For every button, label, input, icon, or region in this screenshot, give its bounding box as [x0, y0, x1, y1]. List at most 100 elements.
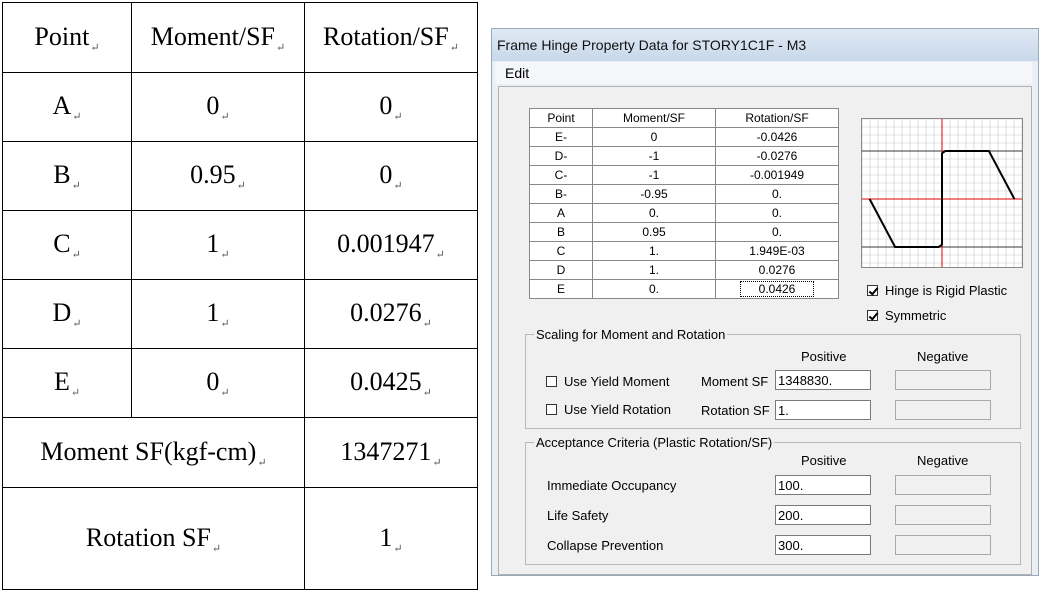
dialog-client: Point Moment/SF Rotation/SF E- 0 -0.0426…: [498, 86, 1032, 575]
cell-moment: 0↵: [131, 72, 305, 142]
hinge-rigid-plastic-label: Hinge is Rigid Plastic: [885, 283, 1008, 298]
hinge-property-dialog: Frame Hinge Property Data for STORY1C1F …: [491, 28, 1039, 576]
rotation-sf-label: Rotation SF: [701, 403, 770, 418]
symmetric-label: Symmetric: [885, 308, 947, 323]
cell-moment: 0↵: [131, 348, 305, 418]
rotation-sf-positive-input[interactable]: [775, 400, 871, 420]
immediate-occupancy-positive-input[interactable]: [775, 475, 871, 495]
hinge-rigid-plastic-box[interactable]: [867, 285, 878, 296]
grid-row: B- -0.95 0.: [529, 184, 839, 204]
use-yield-moment-label: Use Yield Moment: [564, 374, 670, 389]
moment-sf-row: Moment SF(kgf-cm)↵ 1347271↵: [2, 417, 478, 488]
moment-sf-label: Moment SF: [701, 374, 769, 389]
grid-cell-point[interactable]: C: [529, 241, 593, 261]
life-safety-positive-input[interactable]: [775, 505, 871, 525]
cell-rotation: 0↵: [304, 72, 478, 142]
immediate-occupancy-negative-input[interactable]: [895, 475, 991, 495]
grid-row: C 1. 1.949E-03: [529, 241, 839, 261]
acceptance-positive-label: Positive: [801, 453, 847, 468]
grid-cell-point[interactable]: D: [529, 260, 593, 280]
rotation-sf-label: Rotation SF↵: [2, 487, 305, 590]
header-point: Point↵: [2, 2, 132, 73]
hinge-points-table: Point↵ Moment/SF↵ Rotation/SF↵ A↵ 0↵ 0↵ …: [2, 2, 478, 590]
table-header-row: Point↵ Moment/SF↵ Rotation/SF↵: [2, 2, 478, 73]
dialog-title: Frame Hinge Property Data for STORY1C1F …: [492, 29, 1038, 61]
grid-cell-rotation-focused[interactable]: 0.0426: [715, 279, 839, 299]
acceptance-legend: Acceptance Criteria (Plastic Rotation/SF…: [536, 435, 773, 450]
cell-moment: 1↵: [131, 210, 305, 280]
cell-moment: 0.95↵: [131, 141, 305, 211]
cell-point: D↵: [2, 279, 132, 349]
grid-cell-moment[interactable]: 0: [592, 127, 716, 147]
grid-cell-point[interactable]: E: [529, 279, 593, 299]
grid-row: E 0. 0.0426: [529, 279, 839, 299]
collapse-prevention-negative-input[interactable]: [895, 535, 991, 555]
rotation-sf-negative-input[interactable]: [895, 400, 991, 420]
cell-point: E↵: [2, 348, 132, 418]
focused-cell-text: 0.0426: [739, 281, 815, 297]
grid-header-moment: Moment/SF: [592, 108, 716, 128]
moment-sf-value: 1347271↵: [304, 417, 478, 488]
moment-sf-negative-input[interactable]: [895, 370, 991, 390]
grid-cell-moment[interactable]: -1: [592, 146, 716, 166]
menu-edit[interactable]: Edit: [505, 65, 530, 81]
moment-sf-label: Moment SF(kgf-cm)↵: [2, 417, 305, 488]
hinge-curve-line: [868, 150, 1016, 248]
table-row: E↵ 0↵ 0.0425↵: [2, 348, 478, 418]
table-row: D↵ 1↵ 0.0276↵: [2, 279, 478, 349]
use-yield-rotation-box[interactable]: [546, 404, 557, 415]
grid-cell-rotation[interactable]: 0.0276: [715, 260, 839, 280]
grid-cell-moment[interactable]: -0.95: [592, 184, 716, 204]
table-row: C↵ 1↵ 0.001947↵: [2, 210, 478, 280]
grid-cell-rotation[interactable]: -0.0426: [715, 127, 839, 147]
hinge-curve-plot: [861, 118, 1023, 268]
life-safety-negative-input[interactable]: [895, 505, 991, 525]
scaling-positive-label: Positive: [801, 349, 847, 364]
rotation-sf-value: 1↵: [304, 487, 478, 590]
use-yield-moment-box[interactable]: [546, 376, 557, 387]
collapse-prevention-positive-input[interactable]: [775, 535, 871, 555]
grid-cell-point[interactable]: B-: [529, 184, 593, 204]
cell-point: A↵: [2, 72, 132, 142]
grid-cell-moment[interactable]: 1.: [592, 241, 716, 261]
moment-sf-positive-input[interactable]: [775, 370, 871, 390]
use-yield-moment-checkbox[interactable]: Use Yield Moment: [546, 374, 670, 389]
grid-cell-point[interactable]: C-: [529, 165, 593, 185]
use-yield-rotation-checkbox[interactable]: Use Yield Rotation: [546, 402, 671, 417]
grid-cell-moment[interactable]: 1.: [592, 260, 716, 280]
grid-cell-rotation[interactable]: 0.: [715, 222, 839, 242]
table-row: B↵ 0.95↵ 0↵: [2, 141, 478, 211]
acceptance-negative-label: Negative: [917, 453, 969, 468]
grid-cell-moment[interactable]: 0.: [592, 279, 716, 299]
grid-cell-rotation[interactable]: 0.: [715, 184, 839, 204]
grid-header-point: Point: [529, 108, 593, 128]
menu-bar: Edit: [495, 62, 1032, 84]
scaling-negative-label: Negative: [917, 349, 969, 364]
grid-cell-point[interactable]: D-: [529, 146, 593, 166]
symmetric-checkbox[interactable]: Symmetric: [867, 308, 946, 323]
acceptance-group: Acceptance Criteria (Plastic Rotation/SF…: [525, 435, 1021, 565]
cell-point: C↵: [2, 210, 132, 280]
grid-cell-rotation[interactable]: -0.0276: [715, 146, 839, 166]
grid-cell-point[interactable]: B: [529, 222, 593, 242]
grid-cell-rotation[interactable]: -0.001949: [715, 165, 839, 185]
cell-rotation: 0.0425↵: [304, 348, 478, 418]
grid-row: D 1. 0.0276: [529, 260, 839, 280]
grid-cell-rotation[interactable]: 0.: [715, 203, 839, 223]
scaling-group: Scaling for Moment and Rotation: [525, 327, 1021, 429]
cell-rotation: 0.001947↵: [304, 210, 478, 280]
cell-moment: 1↵: [131, 279, 305, 349]
grid-cell-moment[interactable]: 0.: [592, 203, 716, 223]
grid-row: B 0.95 0.: [529, 222, 839, 242]
cell-rotation: 0↵: [304, 141, 478, 211]
hinge-rigid-plastic-checkbox[interactable]: Hinge is Rigid Plastic: [867, 283, 1007, 298]
grid-header-rotation: Rotation/SF: [715, 108, 839, 128]
symmetric-box[interactable]: [867, 310, 878, 321]
grid-cell-point[interactable]: A: [529, 203, 593, 223]
grid-cell-rotation[interactable]: 1.949E-03: [715, 241, 839, 261]
grid-cell-moment[interactable]: 0.95: [592, 222, 716, 242]
table-row: A↵ 0↵ 0↵: [2, 72, 478, 142]
grid-row: A 0. 0.: [529, 203, 839, 223]
grid-cell-moment[interactable]: -1: [592, 165, 716, 185]
grid-cell-point[interactable]: E-: [529, 127, 593, 147]
